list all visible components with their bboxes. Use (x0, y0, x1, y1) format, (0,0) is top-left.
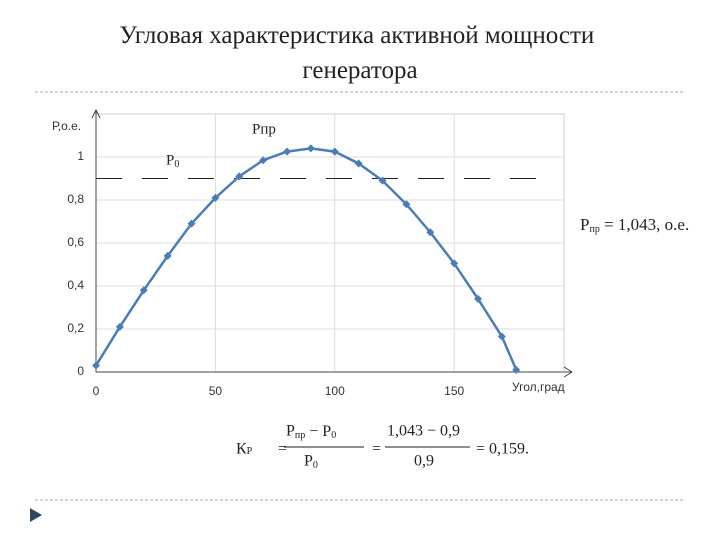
formula-num2: 1,043 − 0,9 (387, 423, 460, 440)
reference-label: Р0 (166, 152, 179, 170)
x-tick-label: 0 (93, 384, 100, 398)
formula-num: Рпр − Р0 (286, 423, 336, 442)
annotation: Рпр = 1,043, о.е. (580, 215, 689, 235)
data-point (259, 156, 268, 165)
data-point (235, 172, 244, 181)
data-point (402, 200, 411, 209)
data-point (139, 286, 148, 295)
data-point (474, 294, 483, 303)
formula-eq: = (278, 441, 287, 458)
slide-title: Угловая характеристика активной мощности… (119, 22, 600, 84)
y-tick-label: 0,8 (67, 192, 84, 206)
y-axis-arrow (91, 108, 101, 119)
data-point (187, 219, 196, 228)
formula-result: = 0,159. (476, 441, 529, 458)
x-axis-label: Угол,град (512, 380, 565, 394)
y-tick-label: 0,6 (67, 235, 84, 249)
subscript: 0 (174, 159, 179, 170)
data-point (330, 147, 339, 156)
data-point (211, 193, 220, 202)
y-axis-label: Р,о.е. (52, 119, 81, 133)
subscript: 0 (331, 430, 336, 441)
subscript: пр (295, 430, 305, 441)
formula-den: Р0 (304, 453, 318, 472)
x-tick-label: 100 (325, 384, 345, 398)
subscript: 0 (313, 460, 318, 471)
data-point (306, 144, 315, 153)
data-point (115, 322, 124, 331)
formula-k: КР (236, 441, 253, 458)
data-point (92, 361, 100, 370)
x-tick-label: 50 (209, 384, 223, 398)
y-tick-label: 1 (77, 149, 84, 163)
bullet-icon (30, 508, 42, 522)
data-point (163, 251, 172, 260)
y-tick-label: 0 (77, 364, 84, 378)
data-point (426, 228, 435, 237)
formula-den2: 0,9 (414, 453, 434, 470)
subscript: Р (247, 446, 253, 457)
data-point (378, 176, 387, 185)
data-point (450, 259, 459, 268)
formula-minus: − (305, 423, 322, 440)
y-tick-label: 0,4 (67, 278, 84, 292)
data-line (94, 147, 518, 371)
formula-eq: = (372, 441, 381, 458)
formula-num-b: Р (322, 423, 331, 440)
x-tick-label: 150 (444, 384, 464, 398)
series-label: Рпр (252, 121, 276, 137)
annotation-text: = 1,043, о.е. (600, 215, 689, 234)
data-point (354, 159, 363, 168)
y-tick-label: 0,2 (67, 321, 84, 335)
x-axis-arrow (563, 366, 573, 378)
data-point (283, 147, 292, 156)
subscript: пр (589, 224, 599, 235)
data-point (512, 365, 521, 374)
data-point (497, 332, 506, 341)
